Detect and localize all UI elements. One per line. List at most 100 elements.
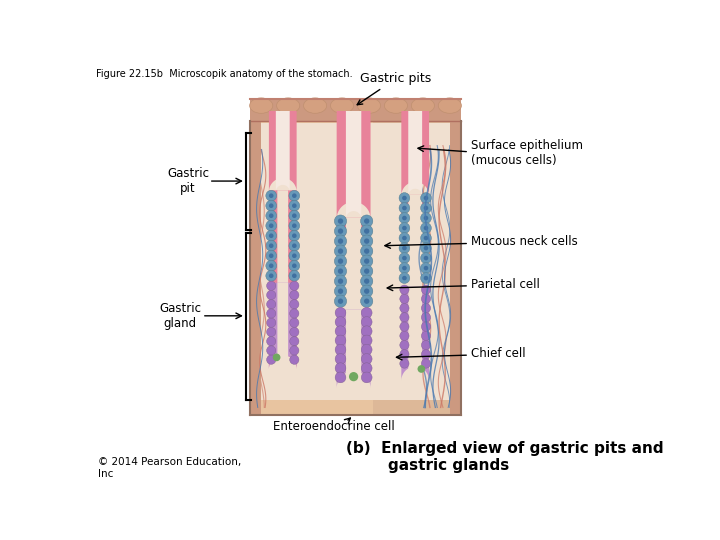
Circle shape	[364, 279, 369, 284]
Bar	[373, 99, 462, 415]
Circle shape	[364, 228, 369, 234]
Circle shape	[361, 316, 372, 327]
Circle shape	[338, 248, 343, 254]
Circle shape	[289, 318, 299, 327]
Circle shape	[266, 190, 276, 201]
Polygon shape	[277, 283, 288, 369]
Polygon shape	[408, 194, 422, 219]
Polygon shape	[401, 287, 429, 381]
Circle shape	[399, 262, 410, 273]
Circle shape	[335, 363, 346, 374]
Bar	[261, 123, 450, 400]
Circle shape	[399, 193, 410, 204]
Circle shape	[289, 271, 300, 281]
Circle shape	[269, 204, 274, 208]
Ellipse shape	[384, 98, 408, 113]
Circle shape	[335, 372, 346, 383]
Circle shape	[364, 288, 369, 294]
Circle shape	[289, 220, 300, 231]
Circle shape	[423, 266, 428, 271]
Text: (b)  Enlarged view of gastric pits and
        gastric glands: (b) Enlarged view of gastric pits and ga…	[346, 441, 664, 473]
Circle shape	[334, 255, 346, 267]
Bar	[250, 99, 462, 415]
Circle shape	[421, 313, 431, 322]
Ellipse shape	[438, 98, 462, 113]
Circle shape	[349, 372, 359, 381]
Circle shape	[399, 253, 410, 264]
Bar	[307, 130, 330, 400]
Circle shape	[292, 204, 297, 208]
Circle shape	[399, 233, 410, 244]
Polygon shape	[346, 309, 361, 388]
Circle shape	[266, 309, 276, 318]
Circle shape	[420, 233, 431, 244]
Circle shape	[292, 213, 297, 218]
Circle shape	[423, 246, 428, 251]
Circle shape	[418, 365, 426, 373]
Circle shape	[421, 350, 431, 359]
Circle shape	[335, 326, 346, 336]
Text: Chief cell: Chief cell	[471, 347, 526, 360]
Circle shape	[361, 255, 373, 267]
Circle shape	[400, 359, 409, 368]
Circle shape	[399, 273, 410, 284]
Circle shape	[266, 346, 276, 355]
Bar	[373, 130, 396, 400]
Circle shape	[338, 259, 343, 264]
Circle shape	[292, 244, 297, 248]
Circle shape	[400, 303, 409, 313]
Bar	[250, 121, 261, 415]
Circle shape	[423, 276, 428, 280]
Circle shape	[361, 345, 372, 355]
Circle shape	[289, 309, 299, 318]
Circle shape	[334, 235, 346, 247]
Circle shape	[266, 300, 276, 309]
Polygon shape	[337, 309, 371, 388]
Polygon shape	[346, 111, 361, 219]
Circle shape	[361, 285, 373, 298]
Circle shape	[289, 300, 299, 309]
Circle shape	[266, 327, 276, 336]
Polygon shape	[401, 111, 429, 195]
Circle shape	[338, 218, 343, 224]
Circle shape	[402, 256, 407, 260]
Circle shape	[423, 215, 428, 220]
Circle shape	[399, 202, 410, 213]
Circle shape	[334, 245, 346, 257]
Circle shape	[421, 294, 431, 303]
Text: Gastric
gland: Gastric gland	[159, 302, 202, 330]
Circle shape	[335, 345, 346, 355]
Circle shape	[292, 273, 297, 278]
Circle shape	[423, 226, 428, 231]
Circle shape	[334, 215, 346, 227]
Circle shape	[420, 222, 431, 233]
Text: Gastric
pit: Gastric pit	[167, 167, 209, 195]
Circle shape	[364, 239, 369, 244]
Circle shape	[335, 307, 346, 318]
Bar	[250, 99, 462, 121]
Circle shape	[420, 273, 431, 284]
Circle shape	[423, 206, 428, 211]
Circle shape	[266, 200, 276, 211]
Circle shape	[289, 291, 299, 300]
Circle shape	[402, 206, 407, 211]
Circle shape	[361, 372, 372, 383]
Circle shape	[420, 253, 431, 264]
Circle shape	[266, 355, 276, 364]
Circle shape	[423, 256, 428, 260]
Circle shape	[334, 225, 346, 237]
Ellipse shape	[276, 98, 300, 113]
Circle shape	[402, 246, 407, 251]
Circle shape	[421, 359, 431, 368]
Polygon shape	[269, 190, 297, 369]
Text: © 2014 Pearson Education,
Inc: © 2014 Pearson Education, Inc	[98, 457, 241, 479]
Circle shape	[423, 236, 428, 240]
Circle shape	[292, 264, 297, 268]
Circle shape	[423, 195, 428, 200]
Circle shape	[361, 235, 373, 247]
Bar	[450, 121, 462, 415]
Circle shape	[289, 260, 300, 271]
Circle shape	[289, 251, 300, 261]
Circle shape	[338, 239, 343, 244]
Circle shape	[266, 318, 276, 327]
